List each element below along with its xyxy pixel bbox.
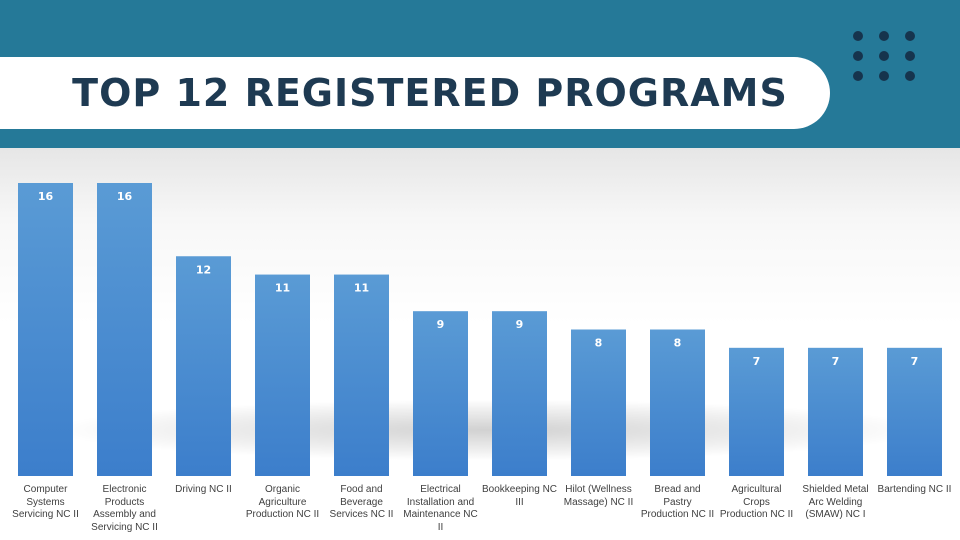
bar-5: [334, 274, 389, 476]
bar-value-label: 9: [516, 318, 524, 331]
category-label: Agricultural Crops Production NC II: [719, 484, 794, 520]
bar-12: [887, 347, 942, 476]
bar-6: [413, 311, 468, 476]
bar-10: [729, 347, 784, 476]
category-label: Electronic Products Assembly and Servici…: [91, 484, 158, 533]
bar-3: [176, 256, 231, 476]
category-label: Shielded Metal Arc Welding (SMAW) NC I: [802, 484, 869, 520]
chart-background: [0, 148, 960, 540]
bar-value-label: 12: [196, 263, 211, 276]
bar-value-label: 9: [437, 318, 445, 331]
bar-2: [97, 183, 152, 476]
category-label: Bartending NC II: [877, 484, 952, 495]
category-label: Organic Agriculture Production NC II: [245, 484, 320, 520]
bar-value-label: 16: [117, 190, 133, 203]
title-pill: [0, 57, 830, 129]
bar-1: [18, 183, 73, 476]
bar-value-label: 7: [832, 355, 840, 368]
category-label: Hilot (Wellness Massage) NC II: [563, 484, 634, 508]
bar-8: [571, 329, 626, 476]
page-title: TOP 12 REGISTERED PROGRAMS: [72, 71, 788, 115]
bar-value-label: 11: [354, 282, 369, 295]
decorative-dot-grid-icon: [853, 31, 919, 83]
bar-value-label: 7: [911, 355, 919, 368]
bar-7: [492, 311, 547, 476]
category-label: Driving NC II: [175, 484, 232, 495]
category-label: Bookkeeping NC III: [481, 484, 558, 508]
bar-11: [808, 347, 863, 476]
bar-value-label: 11: [275, 282, 290, 295]
bar-value-label: 8: [674, 337, 682, 350]
category-label: Bread and Pastry Production NC II: [640, 484, 715, 520]
bar-value-label: 16: [38, 190, 54, 203]
category-label: Computer Systems Servicing NC II: [12, 484, 79, 520]
category-label: Food and Beverage Services NC II: [329, 484, 394, 520]
bar-4: [255, 274, 310, 476]
bar-value-label: 7: [753, 355, 761, 368]
category-label: Electrical Installation and Maintenance …: [403, 484, 478, 533]
bar-9: [650, 329, 705, 476]
bar-value-label: 8: [595, 337, 603, 350]
